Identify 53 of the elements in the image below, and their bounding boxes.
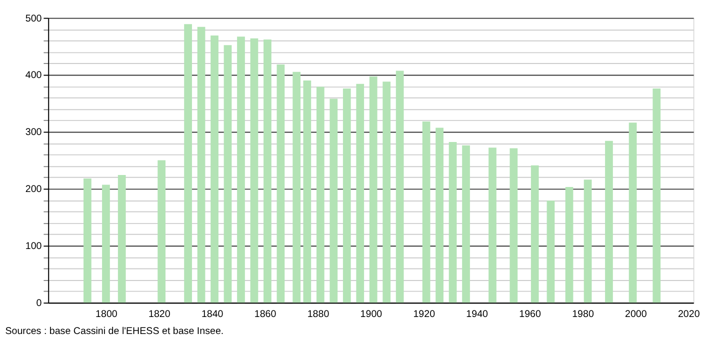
x-tick-label: 1980 (572, 308, 594, 320)
bar (303, 80, 312, 303)
x-tick-label: 1940 (466, 308, 489, 320)
bar (565, 186, 574, 303)
bar (369, 76, 378, 303)
bar (546, 200, 555, 303)
bar (250, 38, 258, 303)
bar (158, 160, 166, 303)
bar (628, 122, 637, 303)
x-tick-label: 1860 (254, 308, 277, 320)
x-tick-label: 1840 (201, 308, 224, 320)
x-tick-label: 1820 (148, 308, 171, 320)
x-tick-label: 2000 (625, 308, 648, 320)
bar (237, 36, 245, 303)
x-tick-label: 1800 (96, 308, 118, 320)
bar (436, 128, 444, 303)
bar (382, 82, 391, 303)
bar (276, 64, 285, 303)
bar (448, 142, 457, 303)
source-note: Sources : base Cassini de l'EHESS et base Insee. (5, 326, 224, 338)
bar (584, 180, 592, 303)
y-tick-label: 200 (25, 184, 42, 196)
x-tick-label: 1900 (360, 308, 383, 320)
bar (210, 35, 218, 303)
bar (292, 72, 301, 303)
x-tick-label: 1920 (413, 308, 436, 320)
x-tick-label: 1880 (307, 308, 330, 320)
bar (342, 88, 351, 303)
y-tick-label: 100 (25, 241, 42, 252)
bar (530, 165, 539, 303)
x-tick-label: 2020 (678, 308, 700, 320)
bar (102, 184, 110, 303)
bar (422, 121, 430, 303)
bar (652, 88, 661, 303)
y-tick-label: 400 (25, 70, 42, 82)
bar (84, 178, 92, 303)
bar (356, 84, 364, 303)
bar (197, 26, 206, 303)
x-tick-label: 1960 (519, 308, 542, 320)
bar (462, 145, 470, 303)
y-tick-label: 500 (25, 13, 42, 24)
y-tick-label: 0 (36, 298, 42, 310)
bar (510, 148, 518, 303)
bar (488, 148, 496, 303)
bar (224, 45, 232, 303)
bar (264, 39, 272, 303)
bar (330, 98, 338, 303)
bar (605, 140, 613, 303)
bar (396, 70, 404, 303)
bar (184, 24, 192, 303)
bar (316, 86, 324, 303)
bar (118, 175, 126, 303)
y-tick-label: 300 (25, 127, 42, 138)
